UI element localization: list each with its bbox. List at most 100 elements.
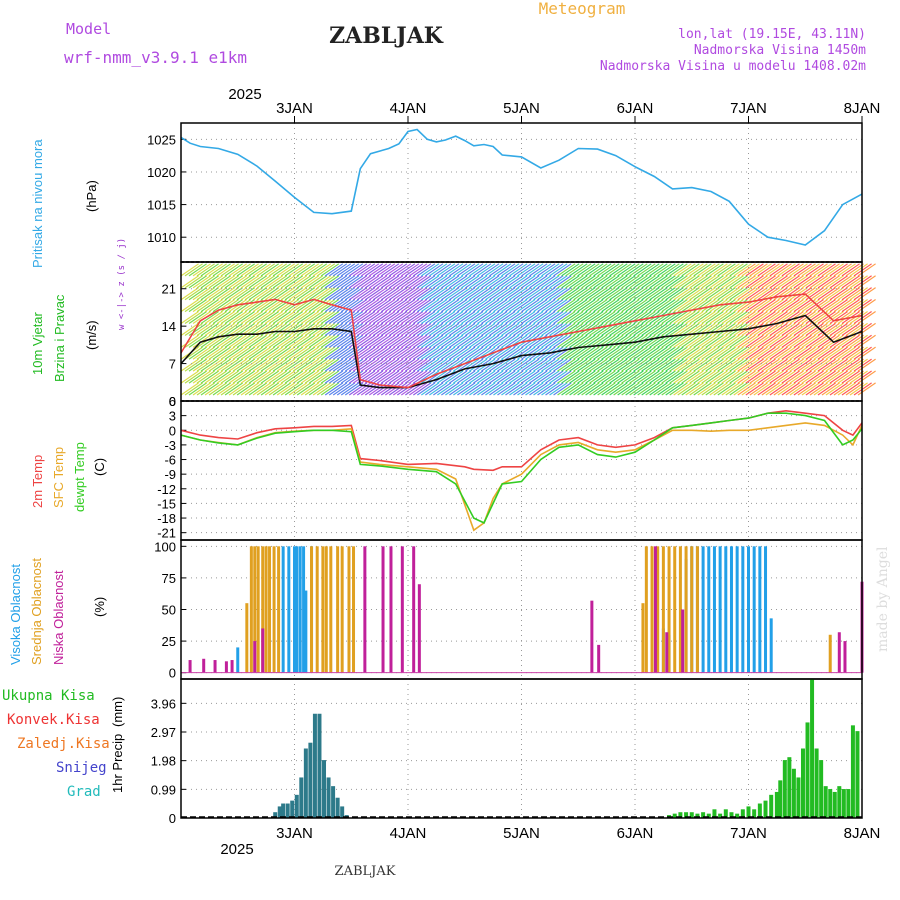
clouds-bar: [656, 546, 660, 673]
wind-arrow: [392, 358, 412, 372]
wind-arrow: [388, 275, 408, 289]
wind-arrow: [585, 287, 604, 301]
wind-arrow: [505, 370, 524, 384]
wind-arrow: [717, 263, 736, 277]
wind-arrow: [421, 299, 440, 313]
wind-arrow: [849, 310, 868, 325]
wind-arrow: [260, 358, 280, 372]
wind-arrow: [525, 263, 544, 277]
wind-arrow: [368, 370, 388, 384]
wind-arrow: [461, 334, 480, 348]
wind-arrow: [593, 263, 612, 277]
watermark: made by Angel: [875, 546, 891, 652]
wind-arrow: [545, 382, 564, 396]
wind-arrow: [505, 299, 524, 313]
wind-arrow: [292, 370, 312, 384]
wind-arrow: [569, 263, 588, 277]
precip-bar: [837, 786, 842, 818]
wind-arrow: [581, 310, 600, 325]
wind-arrow: [368, 287, 388, 301]
wind-arrow: [232, 263, 252, 277]
wind-arrow: [236, 275, 256, 289]
wind-arrow: [769, 382, 788, 396]
wind-arrow: [376, 346, 396, 360]
wind-arrow: [665, 322, 684, 336]
clouds-bar: [268, 546, 272, 673]
wind-arrow: [813, 275, 832, 289]
wind-arrow: [513, 275, 532, 289]
precip-bar: [285, 803, 290, 818]
wind-arrow: [609, 287, 628, 301]
wind-arrow: [400, 346, 420, 360]
wind-arrow: [380, 299, 400, 313]
wind-arrow: [204, 275, 223, 289]
wind-arrow: [212, 310, 231, 325]
wind-arrow: [288, 310, 308, 325]
wind-arrow: [252, 382, 272, 396]
y-tick-label: 6: [169, 394, 176, 409]
wind-arrow: [733, 370, 752, 384]
wind-arrow: [244, 287, 264, 301]
wind-arrow: [853, 370, 872, 384]
wind-arrow: [220, 310, 239, 325]
clouds-bar: [695, 546, 699, 673]
y-tick-label: 25: [162, 634, 176, 649]
wind-arrow: [328, 358, 348, 372]
wind-arrow: [585, 299, 604, 313]
wind-arrow: [429, 358, 448, 372]
wind-arrow: [192, 299, 211, 313]
wind-arrow: [457, 299, 476, 313]
wind-arrow: [801, 334, 820, 348]
wind-arrow: [725, 382, 744, 396]
precip-bar: [763, 800, 768, 818]
wind-arrow: [264, 275, 284, 289]
wind-arrow: [637, 346, 656, 360]
wind-arrow: [633, 370, 652, 384]
wind-arrow: [288, 275, 308, 289]
wind-arrow: [569, 287, 588, 301]
wind-arrow: [677, 322, 696, 336]
wind-arrow: [192, 358, 211, 372]
wind-arrow: [697, 263, 716, 277]
wind-arrow: [729, 358, 748, 372]
wind-arrow: [304, 346, 324, 360]
wind-arrow: [324, 310, 344, 325]
wind-arrow: [417, 346, 436, 360]
wind-arrow: [745, 310, 764, 325]
wind-arrow: [509, 382, 528, 396]
y-tick-label: 0.99: [151, 782, 176, 797]
wind-arrow: [236, 299, 256, 313]
wind-arrow: [569, 370, 588, 384]
wind-arrow: [789, 299, 808, 313]
wind-arrow: [557, 263, 576, 277]
wind-arrow: [585, 334, 604, 348]
wind-arrow: [196, 275, 215, 289]
wind-arrow: [609, 263, 628, 277]
wind-arrow: [573, 358, 592, 372]
wind-arrow: [565, 275, 584, 289]
wind-arrow: [645, 322, 664, 336]
clouds-bar: [690, 546, 694, 673]
wind-arrow: [697, 382, 716, 396]
wind-arrow: [348, 263, 368, 277]
wind-arrow: [413, 287, 432, 301]
wind-arrow: [473, 275, 492, 289]
wind-arrow: [661, 275, 680, 289]
wind-arrow: [268, 334, 288, 348]
wind-arrow: [753, 334, 772, 348]
wind-arrow: [857, 287, 876, 301]
wind-arrow: [797, 370, 816, 384]
wind-arrow: [292, 287, 312, 301]
wind-arrow: [501, 299, 520, 313]
wind-arrow: [705, 346, 724, 360]
wind-arrow: [188, 382, 207, 396]
wind-arrow: [352, 275, 372, 289]
wind-arrow: [380, 275, 400, 289]
wind-arrow: [813, 346, 832, 360]
wind-arrow: [408, 346, 428, 360]
wind-arrow: [605, 358, 624, 372]
wind-arrow: [324, 370, 344, 384]
wind-arrow: [625, 370, 644, 384]
wind-arrow: [841, 370, 860, 384]
wind-arrow: [561, 358, 580, 372]
